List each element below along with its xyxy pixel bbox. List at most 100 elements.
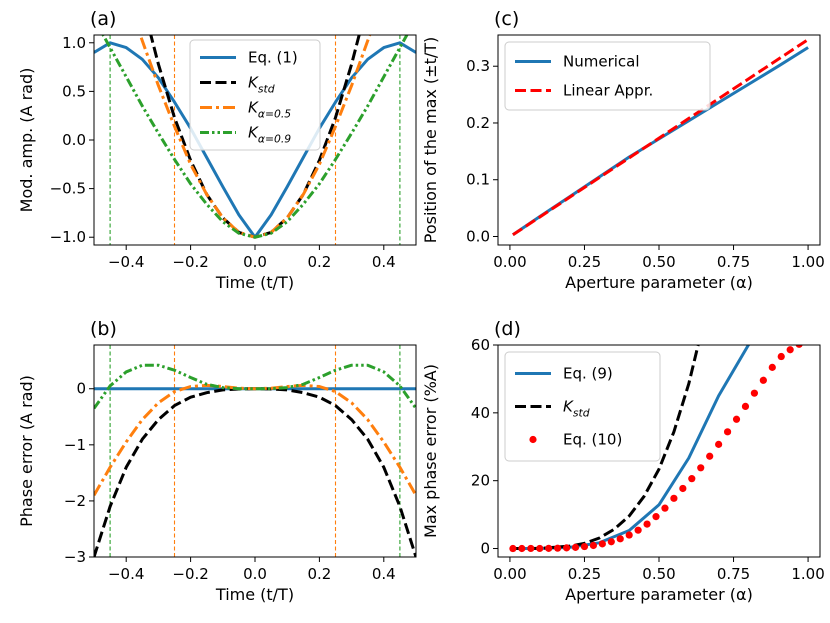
point-d-2-1	[518, 544, 526, 553]
series-line-c-1	[512, 38, 809, 237]
xtick-label-d-1: 0.25	[568, 565, 601, 583]
series-line-b-2	[94, 383, 416, 497]
legend-label-a-3: Kα=0.9	[248, 124, 291, 146]
ylabel-c: Position of the max (±t/T)	[421, 37, 440, 244]
legend-c: Numerical Linear Appr.	[504, 41, 711, 111]
point-d-2-7	[571, 543, 580, 551]
legend-item-a-3: Kα=0.9	[200, 124, 291, 146]
legend-label-a-1: Kstd	[248, 74, 275, 96]
point-d-2-8	[580, 542, 589, 551]
series-line-a-3	[101, 35, 409, 239]
xtick-label-d-0: 0.00	[493, 565, 526, 583]
xlabel-d: Aperture parameter (α)	[565, 585, 753, 604]
xtick-label-a-3: 0.2	[307, 253, 331, 271]
xlabel-c: Aperture parameter (α)	[565, 273, 753, 292]
ylabel-d: Max phase error (%A)	[421, 364, 440, 538]
panel-label-c: (c)	[494, 8, 519, 30]
xtick-label-c-2: 0.50	[642, 253, 675, 271]
xlabel-b: Time (t/T)	[215, 585, 294, 604]
point-d-2-13	[625, 531, 633, 539]
point-d-2-22	[706, 452, 714, 460]
point-d-2-30	[777, 352, 785, 361]
legend-item-d-2: Eq. (10)	[529, 431, 622, 449]
legend-marker-d-2	[529, 435, 537, 444]
panel-label-a: (a)	[90, 8, 116, 30]
point-d-2-14	[634, 526, 642, 534]
ytick-label-b-1: −2	[64, 492, 86, 510]
legend-label-a-2: Kα=0.5	[248, 99, 291, 121]
point-d-2-19	[679, 484, 687, 493]
point-d-2-17	[661, 504, 669, 512]
ytick-label-b-2: −1	[64, 436, 86, 454]
point-d-2-28	[759, 376, 767, 384]
ytick-label-c-0: 0.0	[466, 227, 490, 245]
xtick-label-d-4: 1.00	[791, 565, 824, 583]
xtick-label-b-4: 0.4	[372, 565, 396, 583]
point-d-2-21	[697, 464, 705, 472]
legend-item-d-0: Eq. (9)	[515, 365, 613, 383]
point-d-2-3	[536, 544, 544, 553]
ytick-label-d-3: 60	[471, 336, 490, 354]
panel-b: (b) −0.4 −0.2 0.0 0.2 0.4 −3 −2 −1 0 Time (t/T) Pha…	[17, 318, 417, 604]
axes-frame-b	[93, 344, 417, 558]
legend-a: Eq. (1) Kstd Kα=0.5 Kα=0.9	[189, 39, 321, 151]
plot-area-a	[94, 35, 416, 245]
xlabel-a: Time (t/T)	[215, 273, 294, 292]
xtick-label-a-2: 0.0	[243, 253, 267, 271]
point-d-2-32	[795, 345, 803, 348]
xtick-label-d-2: 0.50	[642, 565, 675, 583]
ytick-label-c-3: 0.3	[466, 57, 490, 75]
legend-box-c	[504, 41, 711, 111]
point-d-2-18	[670, 494, 678, 502]
point-d-2-20	[688, 475, 696, 483]
xtick-label-c-3: 0.75	[717, 253, 750, 271]
xtick-label-b-2: 0.0	[243, 565, 267, 583]
legend-d: Eq. (9) Kstd Eq. (10)	[504, 351, 661, 462]
point-d-2-2	[527, 544, 535, 553]
xtick-label-a-1: −0.2	[172, 253, 208, 271]
ylabel-b: Phase error (A rad)	[17, 375, 36, 527]
panel-d: (d) 0.00 0.25 0.50 0.75 1.00 0 20 40 60 Aperture p…	[421, 318, 825, 604]
ytick-label-d-1: 20	[471, 472, 490, 490]
panel-c: (c) 0.00 0.25 0.50 0.75 1.00 0.0 0.1 0.2 0.3 Apert…	[421, 8, 825, 292]
point-d-2-15	[643, 520, 651, 528]
panel-a: (a) −0.4 −0.2 0.0 0.2 0.4 −1.0 −0.5 0.0 0.5 1.0 Tim…	[17, 8, 417, 292]
ytick-label-a-3: 0.5	[62, 82, 86, 100]
point-d-2-12	[616, 535, 624, 543]
point-d-2-26	[741, 402, 750, 410]
legend-item-a-0: Eq. (1)	[200, 49, 298, 67]
xtick-label-b-1: −0.2	[172, 565, 208, 583]
xtick-label-b-3: 0.2	[307, 565, 331, 583]
point-d-2-0	[509, 544, 517, 553]
xtick-label-c-0: 0.00	[493, 253, 526, 271]
legend-label-d-1: Kstd	[563, 398, 590, 420]
point-d-2-23	[715, 440, 723, 448]
plot-area-b	[94, 345, 416, 557]
xtick-label-c-1: 0.25	[568, 253, 601, 271]
legend-item-a-1: Kstd	[200, 74, 275, 96]
point-d-2-27	[750, 389, 759, 397]
ytick-label-a-1: −0.5	[50, 180, 86, 198]
legend-label-a-0: Eq. (1)	[248, 49, 298, 67]
ylabel-a: Mod. amp. (A rad)	[17, 68, 36, 213]
point-d-2-16	[652, 513, 660, 521]
point-d-2-24	[723, 428, 732, 436]
ytick-label-a-4: 1.0	[62, 34, 86, 52]
legend-item-d-1: Kstd	[515, 398, 590, 420]
panel-label-d: (d)	[494, 318, 521, 340]
xtick-label-c-4: 1.00	[791, 253, 824, 271]
panel-label-b: (b)	[90, 318, 117, 340]
legend-item-c-1: Linear Appr.	[515, 82, 653, 100]
xtick-label-a-0: −0.4	[108, 253, 144, 271]
point-d-2-9	[589, 541, 598, 550]
point-d-2-10	[598, 540, 606, 548]
point-d-2-5	[554, 544, 562, 552]
point-d-2-25	[732, 415, 741, 423]
series-line-b-3	[94, 363, 416, 410]
plot-area-d	[509, 345, 803, 553]
plot-area-c	[512, 38, 809, 237]
legend-box-a	[189, 39, 321, 151]
ytick-label-a-0: −1.0	[50, 228, 86, 246]
xtick-label-d-3: 0.75	[717, 565, 750, 583]
